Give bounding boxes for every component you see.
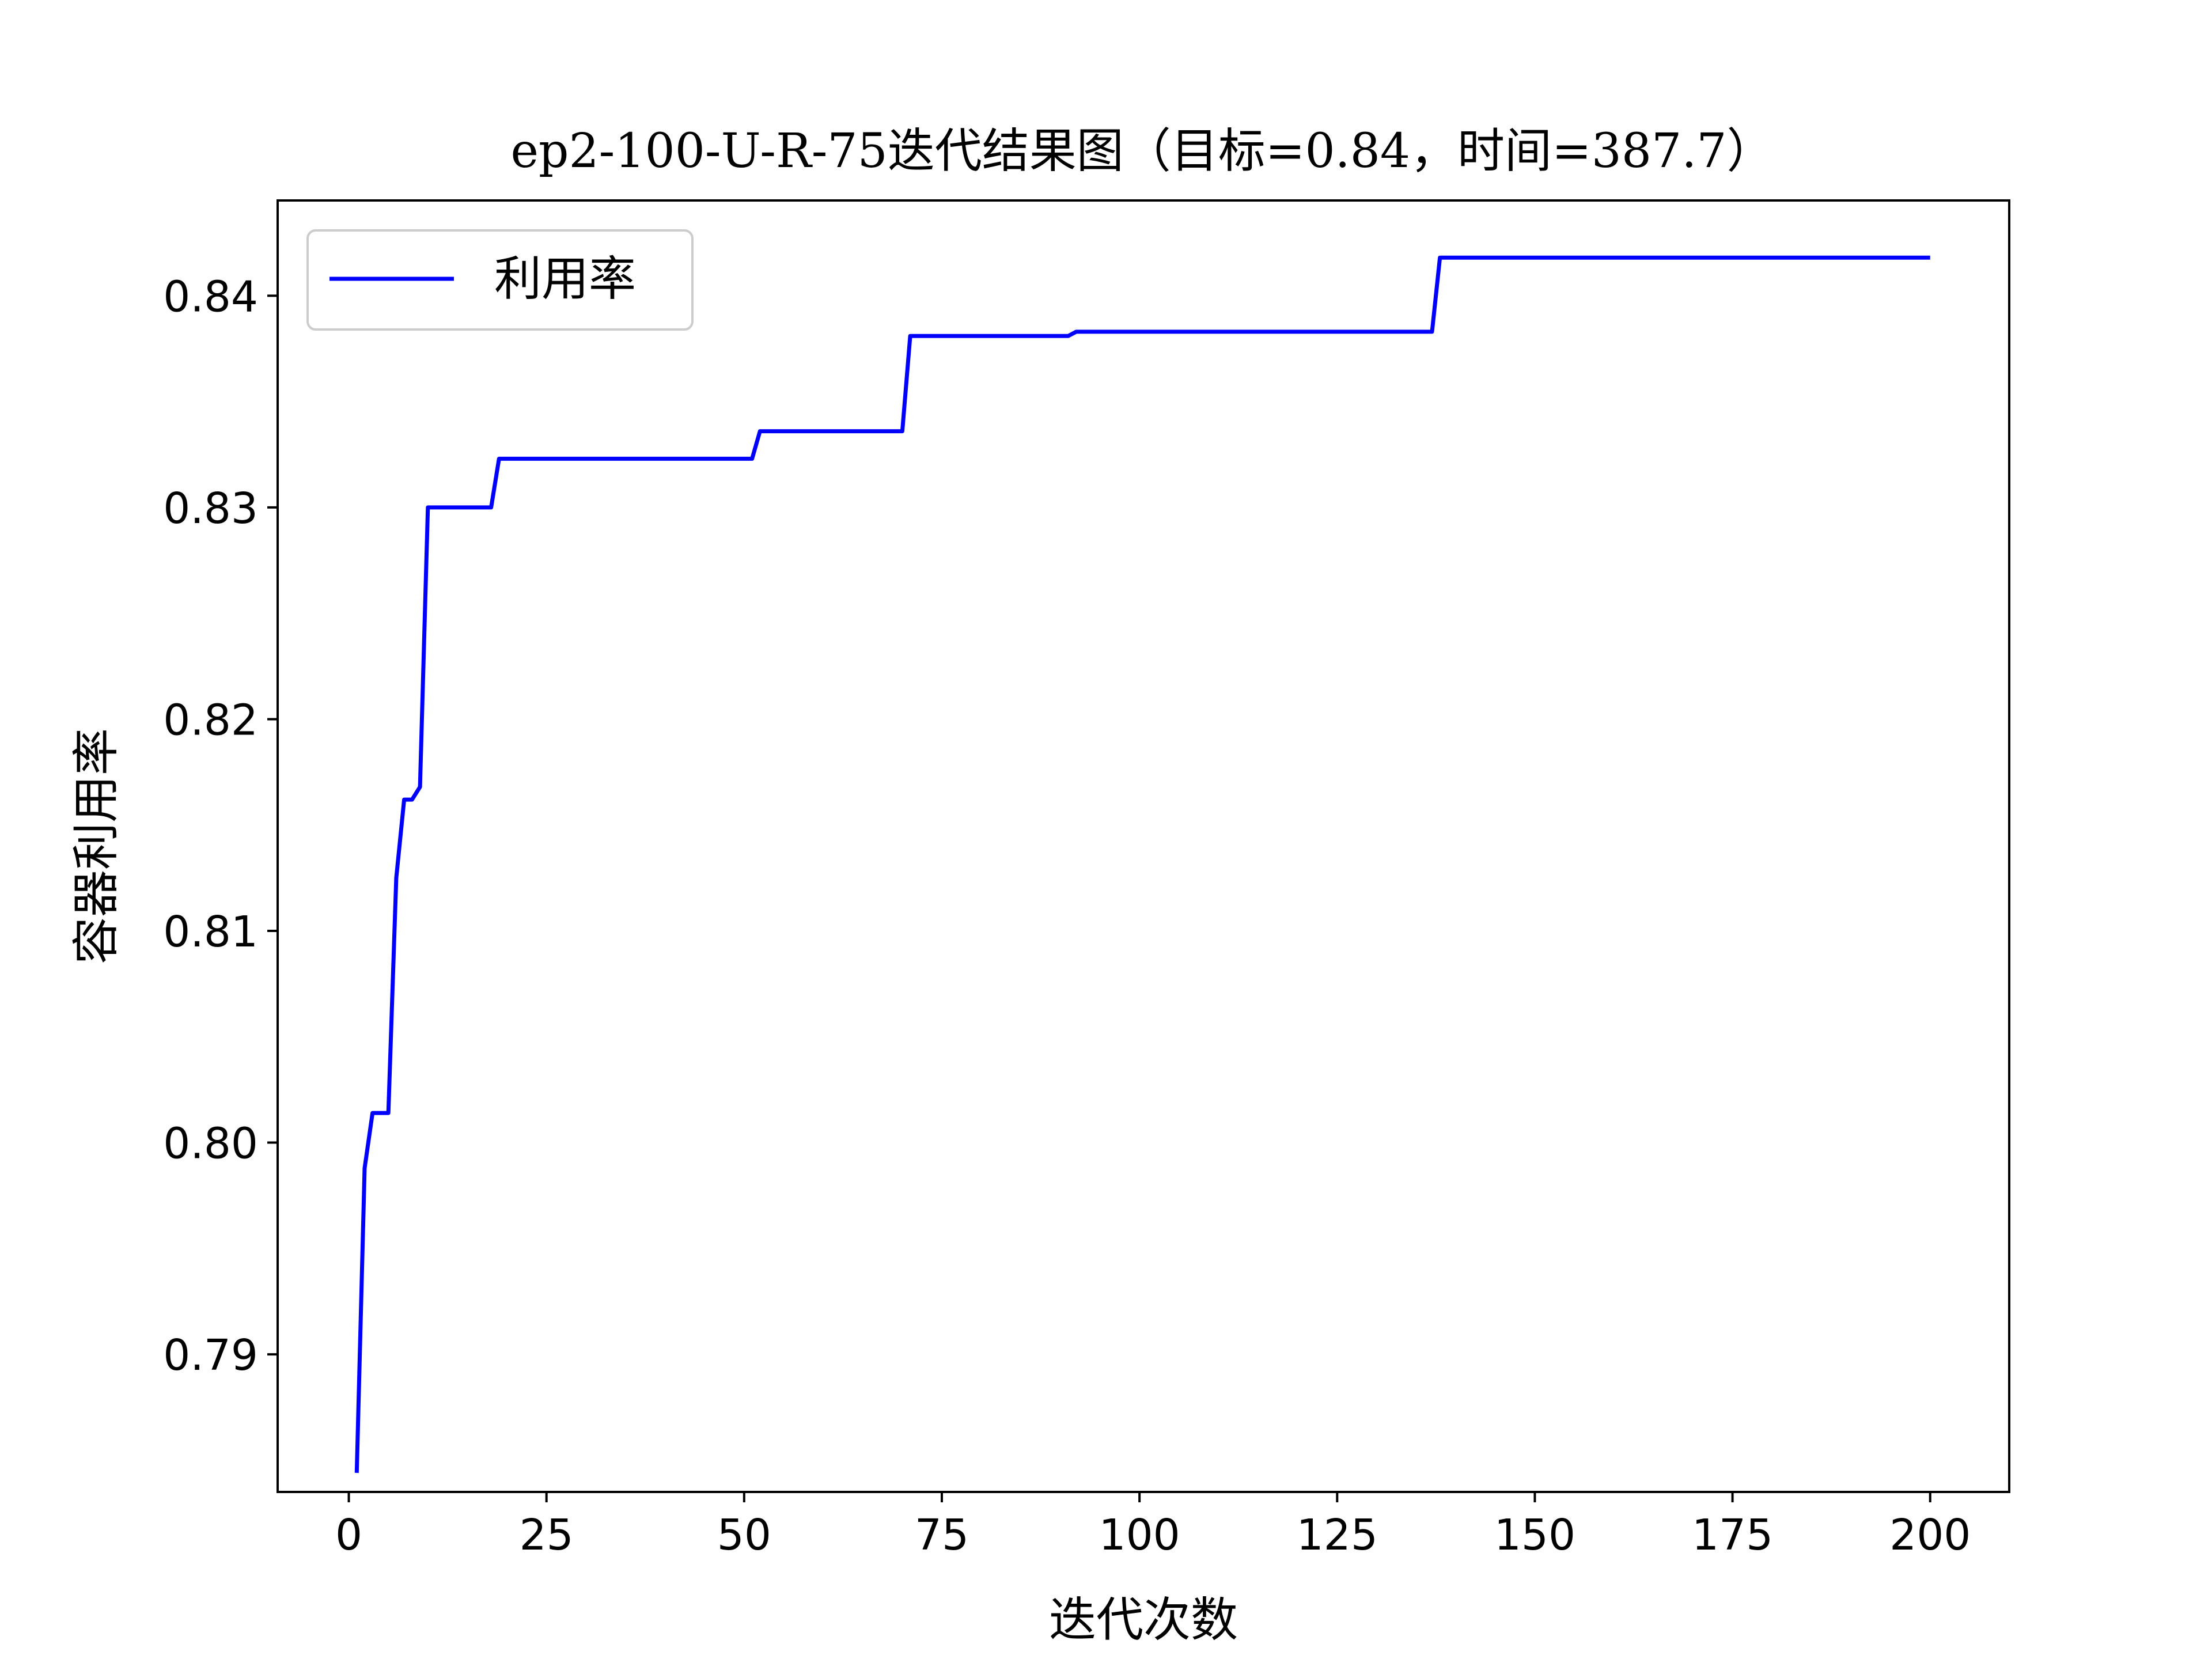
x-tick-label: 0 [335,1510,362,1560]
series-line-1 [354,255,1930,1473]
y-tick-label: 0.84 [163,272,258,321]
legend-box [306,229,694,331]
plot-area [276,199,2010,1493]
x-tick-label: 25 [520,1510,574,1560]
y-tick-label: 0.79 [163,1331,258,1380]
chart-title: ep2-100-U-R-75迭代结果图（目标=0.84，时间=387.7） [510,124,1774,179]
x-tick-label: 125 [1297,1510,1378,1560]
y-tick-label: 0.80 [163,1119,258,1169]
x-tick-label: 175 [1692,1510,1773,1560]
legend: 利用率 [306,229,694,331]
y-tick-label: 0.81 [163,907,258,957]
y-tick-label: 0.82 [163,695,258,745]
x-tick-label: 50 [717,1510,771,1560]
y-axis-label: 容器利用率 [69,728,124,964]
series-layer [354,255,1930,1473]
x-tick-label: 200 [1889,1510,1971,1560]
x-tick-label: 150 [1494,1510,1575,1560]
x-tick-label: 100 [1099,1510,1180,1560]
y-axis: 0.79 0.80 0.81 0.82 0.83 0.84 [163,272,278,1380]
y-tick-label: 0.83 [163,484,258,533]
x-axis: 0 25 50 75 100 125 150 175 200 [335,1492,1971,1560]
legend-label: 利用率 [494,252,636,306]
x-axis-label: 迭代次数 [1049,1593,1238,1647]
x-tick-label: 75 [915,1510,969,1560]
